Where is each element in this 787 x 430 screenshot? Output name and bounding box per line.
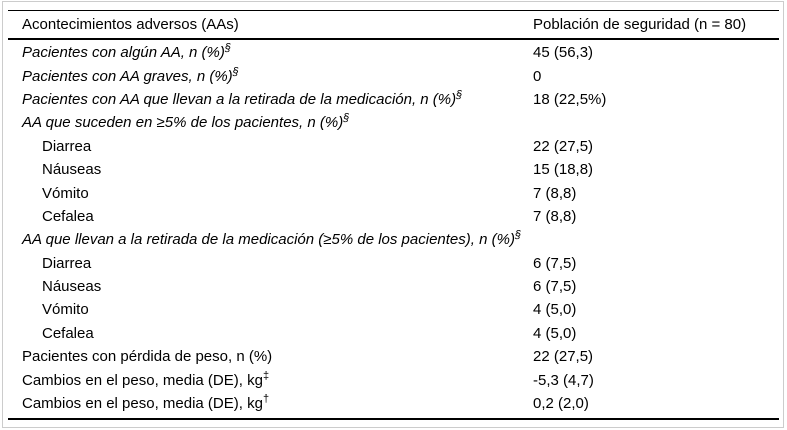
table-row: Náuseas 6 (7,5) [8,275,779,298]
table-row: Diarrea 6 (7,5) [8,252,779,275]
row-value: 6 (7,5) [533,254,577,272]
table-row: Pacientes con algún AA, n (%)§ 45 (56,3) [8,41,779,64]
row-label: Náuseas [42,278,102,296]
footnote-marker: § [514,229,522,242]
table-row: Vómito 7 (8,8) [8,181,779,204]
row-value: 4 (5,0) [533,301,577,319]
row-value: 0,2 (2,0) [533,395,589,413]
table-row: Cambios en el peso, media (DE), kg‡ -5,3 … [8,368,779,391]
table-row: Cefalea 7 (8,8) [8,205,779,228]
row-label: AA que llevan a la retirada de la medica… [22,229,522,249]
table-row: AA que suceden en ≥5% de los pacientes, … [8,111,779,134]
row-value: 22 (27,5) [533,348,594,366]
row-value: -5,3 (4,7) [533,371,594,389]
header-col-adverse-events: Acontecimientos adversos (AAs) [22,16,239,33]
row-label: Diarrea [42,137,92,155]
header-col-safety-population: Población de seguridad (n = 80) [533,16,747,33]
row-value: 0 [533,67,542,85]
row-label: Pacientes con AA graves, n (%)§ [22,65,239,85]
footnote-marker: † [262,393,270,406]
table-row: AA que llevan a la retirada de la medica… [8,228,779,251]
row-value: 4 (5,0) [533,324,577,342]
row-label: Vómito [42,301,89,319]
table-row: Pacientes con AA que llevan a la retirad… [8,88,779,111]
table-row: Náuseas 15 (18,8) [8,158,779,181]
row-label: Pacientes con algún AA, n (%)§ [22,42,232,62]
footnote-marker: § [343,112,350,125]
row-label: Diarrea [42,254,92,272]
table-row: Pacientes con pérdida de peso, n (%) 22 (… [8,345,779,368]
row-value: 6 (7,5) [533,278,577,296]
table-row: Cambios en el peso, media (DE), kg† 0,2 (… [8,392,779,415]
row-value: 15 (18,8) [533,161,594,179]
adverse-events-table: Acontecimientos adversos (AAs) Población… [8,10,779,421]
footnote-marker: ‡ [262,369,270,382]
table-body: Pacientes con algún AA, n (%)§ 45 (56,3) P… [8,40,779,421]
row-label: AA que suceden en ≥5% de los pacientes, … [22,112,350,132]
table-row: Pacientes con AA graves, n (%)§ 0 [8,64,779,87]
row-label: Cambios en el peso, media (DE), kg† [22,393,270,413]
row-label: Cefalea [42,207,94,225]
row-label: Pacientes con pérdida de peso, n (%) [22,348,273,366]
footnote-marker: § [232,65,239,78]
row-label: Cefalea [42,324,94,342]
row-value: 7 (8,8) [533,184,577,202]
row-value: 18 (22,5%) [533,90,607,108]
row-label: Náuseas [42,161,102,179]
row-label: Vómito [42,184,89,202]
table-row: Diarrea 22 (27,5) [8,135,779,158]
footnote-marker: § [224,42,232,55]
row-label: Cambios en el peso, media (DE), kg‡ [22,369,270,389]
row-value: 45 (56,3) [533,44,594,62]
row-value: 7 (8,8) [533,207,577,225]
table-row: Cefalea 4 (5,0) [8,322,779,345]
table-row: Vómito 4 (5,0) [8,298,779,321]
footnote-marker: § [456,88,463,101]
table-header-row: Acontecimientos adversos (AAs) Población… [8,10,779,40]
row-value: 22 (27,5) [533,137,594,155]
row-label: Pacientes con AA que llevan a la retirad… [22,88,463,108]
